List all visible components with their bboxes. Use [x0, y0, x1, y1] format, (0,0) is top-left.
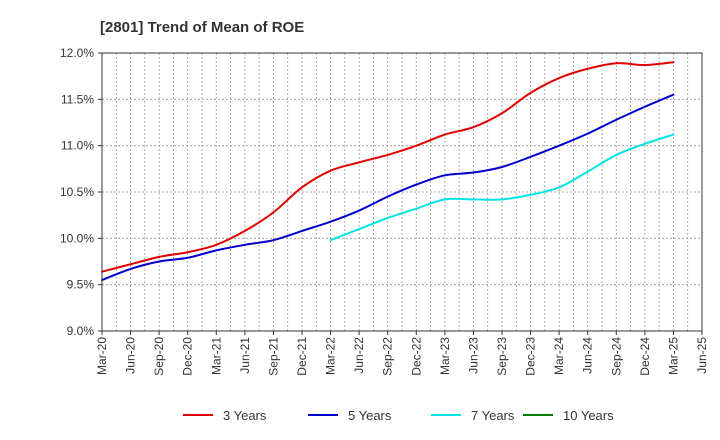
x-tick-label: Sep-23 [495, 337, 509, 376]
y-tick-label: 9.0% [67, 324, 95, 338]
chart-title: [2801] Trend of Mean of ROE [100, 19, 304, 36]
y-axis-ticks: 9.0% 9.5% 10.0% 10.5% 11.0% 11.5% 12.0% [60, 46, 102, 338]
x-tick-label: Mar-25 [666, 337, 680, 375]
legend-label-10-years: 10 Years [563, 408, 614, 423]
x-tick-label: Sep-20 [152, 337, 166, 376]
y-tick-label: 11.5% [61, 92, 94, 106]
legend: 3 Years 5 Years 7 Years 10 Years [183, 408, 614, 423]
x-tick-label: Jun-21 [238, 337, 252, 374]
x-tick-label: Jun-24 [581, 337, 595, 374]
x-tick-label: Sep-21 [266, 337, 280, 376]
grid-lines [102, 53, 702, 331]
x-tick-label: Mar-24 [552, 337, 566, 375]
x-tick-label: Jun-22 [352, 337, 366, 374]
x-tick-label: Jun-23 [466, 337, 480, 374]
x-tick-label: Mar-22 [324, 337, 338, 375]
plot-border [101, 52, 703, 332]
x-tick-label: Mar-21 [209, 337, 223, 375]
y-tick-label: 10.0% [60, 231, 94, 245]
x-tick-label: Sep-24 [609, 337, 623, 376]
x-axis-ticks: Mar-20 Jun-20 Sep-20 Dec-20 Mar-21 Jun-21 Sep-… [95, 331, 709, 376]
x-tick-label: Jun-25 [695, 337, 709, 374]
series-lines [101, 61, 675, 282]
y-tick-label: 11.0% [61, 139, 94, 153]
legend-label-3-years: 3 Years [223, 408, 267, 423]
series-line-3-years [101, 61, 675, 273]
x-tick-label: Mar-23 [438, 337, 452, 375]
x-tick-label: Sep-22 [381, 337, 395, 376]
series-line-7-years [329, 133, 675, 242]
x-tick-label: Dec-21 [295, 337, 309, 376]
legend-label-7-years: 7 Years [471, 408, 515, 423]
y-tick-label: 12.0% [60, 46, 94, 60]
x-tick-label: Dec-20 [181, 337, 195, 376]
x-tick-label: Mar-20 [95, 337, 109, 375]
legend-label-5-years: 5 Years [348, 408, 392, 423]
y-tick-label: 9.5% [67, 278, 95, 292]
x-tick-label: Dec-23 [524, 337, 538, 376]
x-tick-label: Dec-22 [409, 337, 423, 376]
x-tick-label: Jun-20 [124, 337, 138, 374]
y-tick-label: 10.5% [60, 185, 94, 199]
series-line-5-years [101, 93, 675, 282]
x-tick-label: Dec-24 [638, 337, 652, 376]
